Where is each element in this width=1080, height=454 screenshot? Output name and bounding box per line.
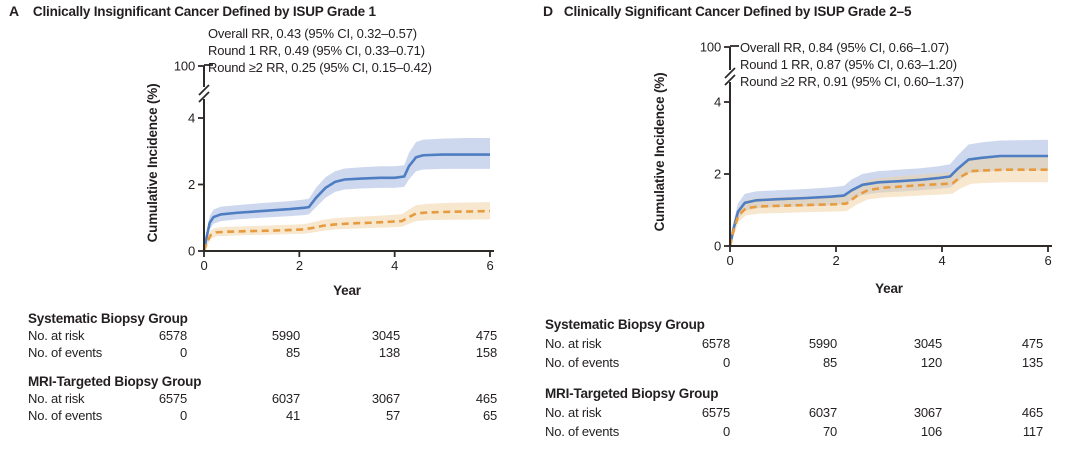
risk-row-events: No. of events 0 85 120 135 <box>545 355 1080 374</box>
risk-table: Systematic Biopsy Group No. at risk 6578… <box>0 311 540 425</box>
risk-value: 138 <box>378 345 400 360</box>
panel-title-text: Clinically Significant Cancer Defined by… <box>563 4 912 19</box>
cumulative-incidence-chart: 100 0 2 4 0 2 4 6 Year Cumulative Incidence (%) <box>652 40 1052 296</box>
panel-letter: A <box>9 3 19 19</box>
panel-title-text: Clinically Insignificant Cancer Defined … <box>32 4 376 19</box>
risk-row-label: No. at risk <box>28 391 85 406</box>
risk-row-label: No. of events <box>545 355 619 370</box>
risk-value: 85 <box>822 355 837 370</box>
risk-value: 6578 <box>701 336 730 351</box>
risk-row-label: No. at risk <box>28 328 85 343</box>
risk-value: 41 <box>285 408 300 423</box>
risk-row-at-risk: No. at risk 6578 5990 3045 475 <box>28 328 540 345</box>
risk-row-at-risk: No. at risk 6578 5990 3045 475 <box>545 336 1080 355</box>
risk-value: 5990 <box>271 328 300 343</box>
risk-value: 475 <box>1021 336 1043 351</box>
risk-value: 0 <box>722 424 730 439</box>
svg-text:2: 2 <box>296 258 303 273</box>
svg-text:4: 4 <box>391 258 398 273</box>
risk-value: 135 <box>1021 355 1043 370</box>
svg-text:100: 100 <box>700 40 721 55</box>
risk-group-systematic: Systematic Biopsy Group No. at risk 6578… <box>0 311 540 362</box>
risk-group-systematic: Systematic Biopsy Group No. at risk 6578… <box>540 317 1080 374</box>
risk-group-name: MRI-Targeted Biopsy Group <box>28 374 202 389</box>
svg-text:0: 0 <box>726 253 733 268</box>
risk-row-label: No. of events <box>28 408 102 423</box>
risk-row-label: No. of events <box>545 424 619 439</box>
risk-row-label: No. at risk <box>545 405 602 420</box>
risk-value: 6578 <box>158 328 187 343</box>
risk-value: 3067 <box>913 405 942 420</box>
svg-text:6: 6 <box>1044 253 1051 268</box>
risk-group-name: Systematic Biopsy Group <box>28 311 188 326</box>
risk-table: Systematic Biopsy Group No. at risk 6578… <box>540 317 1080 443</box>
risk-value: 0 <box>179 408 187 423</box>
annotation-round2plus-rr: Round ≥2 RR, 0.91 (95% CI, 0.60–1.37) <box>740 74 964 89</box>
panel-letter: D <box>543 3 553 19</box>
risk-value: 5990 <box>808 336 837 351</box>
risk-value: 70 <box>822 424 837 439</box>
risk-row-events: No. of events 0 85 138 158 <box>28 345 540 362</box>
panel-A: A Clinically Insignificant Cancer Define… <box>0 3 540 425</box>
svg-text:Year: Year <box>333 283 362 298</box>
risk-value: 6575 <box>701 405 730 420</box>
svg-text:6: 6 <box>486 258 493 273</box>
svg-text:100: 100 <box>174 59 195 74</box>
risk-value: 3067 <box>371 391 400 406</box>
panel-title: D Clinically Significant Cancer Defined … <box>543 3 911 19</box>
svg-text:4: 4 <box>714 95 721 110</box>
risk-value: 120 <box>920 355 942 370</box>
annotation-round1-rr: Round 1 RR, 0.49 (95% CI, 0.33–0.71) <box>208 43 425 58</box>
risk-row-events: No. of events 0 41 57 65 <box>28 408 540 425</box>
annotation-round1-rr: Round 1 RR, 0.87 (95% CI, 0.63–1.20) <box>740 57 957 72</box>
risk-value: 106 <box>920 424 942 439</box>
risk-group-mri: MRI-Targeted Biopsy Group No. at risk 65… <box>0 374 540 425</box>
risk-value: 3045 <box>913 336 942 351</box>
risk-value: 0 <box>179 345 187 360</box>
risk-row-at-risk: No. at risk 6575 6037 3067 465 <box>545 405 1080 424</box>
risk-value: 85 <box>285 345 300 360</box>
risk-value: 57 <box>385 408 400 423</box>
risk-value: 3045 <box>371 328 400 343</box>
risk-group-name: Systematic Biopsy Group <box>545 317 705 332</box>
risk-value: 465 <box>475 391 497 406</box>
risk-row-label: No. of events <box>28 345 102 360</box>
risk-group-mri: MRI-Targeted Biopsy Group No. at risk 65… <box>540 386 1080 443</box>
annotation-overall-rr: Overall RR, 0.84 (95% CI, 0.66–1.07) <box>740 40 949 55</box>
risk-value: 0 <box>722 355 730 370</box>
svg-text:2: 2 <box>832 253 839 268</box>
risk-value: 465 <box>1021 405 1043 420</box>
svg-text:4: 4 <box>938 253 945 268</box>
risk-value: 6575 <box>158 391 187 406</box>
risk-group-name: MRI-Targeted Biopsy Group <box>545 386 719 401</box>
svg-text:4: 4 <box>188 111 195 126</box>
svg-text:Year: Year <box>875 281 904 296</box>
svg-text:2: 2 <box>188 177 195 192</box>
cumulative-incidence-chart: 100 0 2 4 0 2 4 6 Year Cumulative Incidence (%) <box>145 59 494 298</box>
svg-text:Cumulative Incidence (%): Cumulative Incidence (%) <box>145 84 160 243</box>
annotation-round2plus-rr: Round ≥2 RR, 0.25 (95% CI, 0.15–0.42) <box>208 60 432 75</box>
risk-row-at-risk: No. at risk 6575 6037 3067 465 <box>28 391 540 408</box>
risk-value: 6037 <box>271 391 300 406</box>
rr-annotations: Overall RR, 0.84 (95% CI, 0.66–1.07) Rou… <box>740 39 964 90</box>
risk-value: 65 <box>482 408 497 423</box>
panel-title: A Clinically Insignificant Cancer Define… <box>9 3 376 19</box>
rr-annotations: Overall RR, 0.43 (95% CI, 0.32–0.57) Rou… <box>208 25 432 76</box>
panel-D: D Clinically Significant Cancer Defined … <box>540 0 1080 454</box>
risk-value: 6037 <box>808 405 837 420</box>
risk-value: 158 <box>475 345 497 360</box>
svg-text:0: 0 <box>200 258 207 273</box>
risk-value: 475 <box>475 328 497 343</box>
risk-value: 117 <box>1022 424 1043 439</box>
risk-row-events: No. of events 0 70 106 117 <box>545 424 1080 443</box>
svg-text:0: 0 <box>714 239 721 254</box>
svg-text:Cumulative Incidence (%): Cumulative Incidence (%) <box>652 73 667 232</box>
svg-text:2: 2 <box>714 167 721 182</box>
risk-row-label: No. at risk <box>545 336 602 351</box>
svg-text:0: 0 <box>188 244 195 259</box>
annotation-overall-rr: Overall RR, 0.43 (95% CI, 0.32–0.57) <box>208 26 417 41</box>
